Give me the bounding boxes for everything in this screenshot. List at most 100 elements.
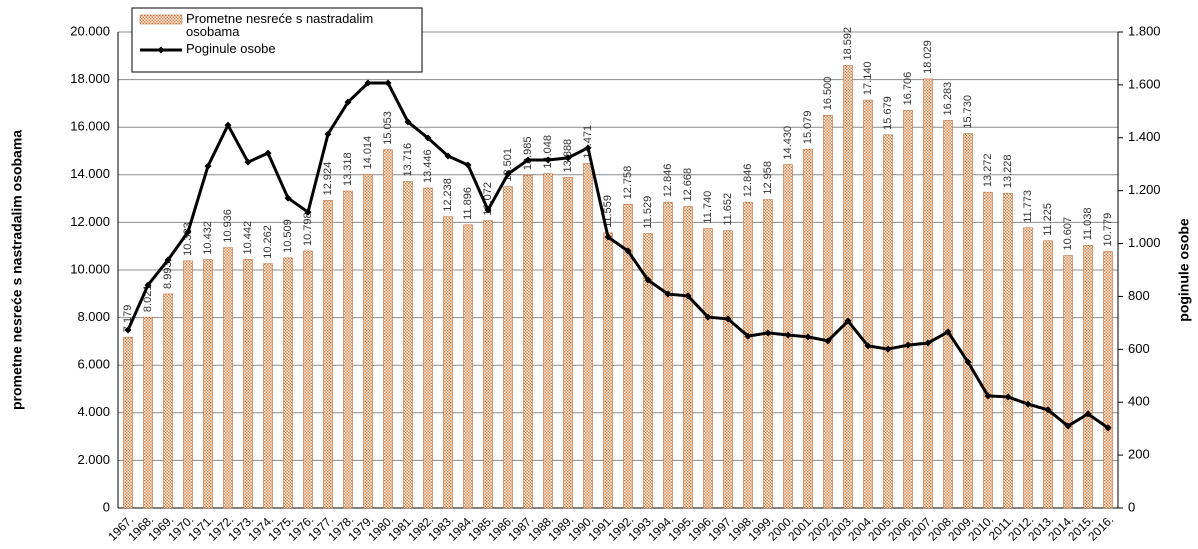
- bar: [123, 336, 133, 509]
- bar: [343, 190, 353, 509]
- bar: [1043, 240, 1053, 509]
- value-label: 15.079: [802, 110, 814, 144]
- value-label: 18.029: [922, 40, 934, 74]
- bar: [503, 186, 513, 509]
- line-marker: [764, 329, 772, 337]
- bar: [1063, 255, 1073, 509]
- bar: [203, 259, 213, 509]
- bar: [403, 181, 413, 509]
- value-label: 11.529: [642, 196, 654, 229]
- y-tick-label: 0: [103, 499, 110, 514]
- value-label: 11.225: [1042, 203, 1054, 236]
- line-marker: [204, 162, 212, 170]
- bar: [363, 174, 373, 509]
- value-label: 10.383: [182, 222, 194, 256]
- y-tick-label: 12.000: [70, 214, 110, 229]
- legend-label: Prometne nesreće s nastradalim osobama: [186, 12, 374, 39]
- line-marker: [424, 134, 432, 142]
- y-axis-label: prometne nesreće s nastradalim osobama: [9, 130, 25, 410]
- line-marker: [1084, 410, 1092, 418]
- value-label: 13.318: [342, 152, 354, 186]
- y-tick-label: 20.000: [70, 23, 110, 38]
- y-tick-label: 8.000: [77, 309, 110, 324]
- line-marker: [664, 290, 672, 298]
- line-marker: [524, 156, 532, 164]
- value-label: 14.048: [542, 135, 554, 169]
- bar: [843, 65, 853, 509]
- value-label: 10.262: [262, 225, 274, 259]
- bar: [1003, 192, 1013, 509]
- value-label: 16.500: [822, 77, 834, 111]
- line-marker: [344, 98, 352, 106]
- bar: [943, 120, 953, 509]
- value-label: 10.442: [242, 221, 254, 255]
- bar: [763, 199, 773, 509]
- bar: [823, 115, 833, 509]
- value-label: 13.985: [522, 137, 534, 171]
- line-marker: [1104, 424, 1112, 432]
- y2-tick-label: 200: [1128, 447, 1150, 462]
- line-marker: [964, 358, 972, 366]
- value-label: 11.038: [1082, 207, 1094, 240]
- line-marker: [324, 130, 332, 138]
- line-marker: [224, 121, 232, 129]
- legend-label-box: Poginule osobe: [186, 42, 276, 55]
- value-label: 14.014: [362, 136, 374, 170]
- y2-tick-label: 800: [1128, 288, 1150, 303]
- value-label: 18.592: [842, 27, 854, 61]
- line-marker: [944, 328, 952, 336]
- value-label: 11.652: [722, 193, 734, 226]
- line-marker: [704, 313, 712, 321]
- y-tick-label: 14.000: [70, 166, 110, 181]
- bar: [1083, 245, 1093, 509]
- legend-label-box: Prometne nesreće s nastradalim osobama: [186, 12, 374, 39]
- bar: [303, 250, 313, 509]
- y2-tick-label: 1.200: [1128, 182, 1161, 197]
- bar: [283, 257, 293, 509]
- line-marker: [844, 317, 852, 325]
- y2-tick-label: 1.800: [1128, 23, 1161, 38]
- y2-tick-label: 1.600: [1128, 76, 1161, 91]
- line-marker: [804, 333, 812, 341]
- value-label: 17.140: [862, 61, 874, 95]
- line-marker: [544, 156, 552, 164]
- line-marker: [144, 281, 152, 289]
- value-label: 12.846: [662, 164, 674, 198]
- value-label: 12.924: [322, 162, 334, 196]
- value-label: 15.730: [962, 95, 974, 129]
- line-marker: [784, 331, 792, 339]
- line-marker: [1004, 393, 1012, 401]
- y2-tick-label: 1.000: [1128, 235, 1161, 250]
- bar: [623, 204, 633, 509]
- value-label: 12.758: [622, 166, 634, 200]
- y2-tick-label: 600: [1128, 341, 1150, 356]
- legend-marker: [157, 46, 165, 54]
- value-label: 11.740: [702, 191, 714, 224]
- bar: [683, 206, 693, 509]
- bar: [883, 134, 893, 509]
- bar: [263, 263, 273, 509]
- line-marker: [384, 79, 392, 87]
- line-marker: [604, 233, 612, 241]
- line-marker: [1024, 400, 1032, 408]
- line-marker: [884, 345, 892, 353]
- value-label: 13.716: [402, 143, 414, 177]
- bar: [983, 191, 993, 509]
- line-marker: [484, 206, 492, 214]
- line-marker: [584, 144, 592, 152]
- y2-tick-label: 1.400: [1128, 129, 1161, 144]
- bar: [423, 187, 433, 509]
- y-tick-label: 10.000: [70, 261, 110, 276]
- line-marker: [744, 332, 752, 340]
- bar: [803, 148, 813, 509]
- value-label: 10.432: [202, 221, 214, 255]
- line-marker: [1064, 422, 1072, 430]
- bar: [143, 316, 153, 509]
- bar: [443, 216, 453, 509]
- value-label: 12.238: [442, 178, 454, 212]
- value-label: 10.509: [282, 219, 294, 253]
- value-label: 15.053: [382, 111, 394, 145]
- bar: [903, 110, 913, 509]
